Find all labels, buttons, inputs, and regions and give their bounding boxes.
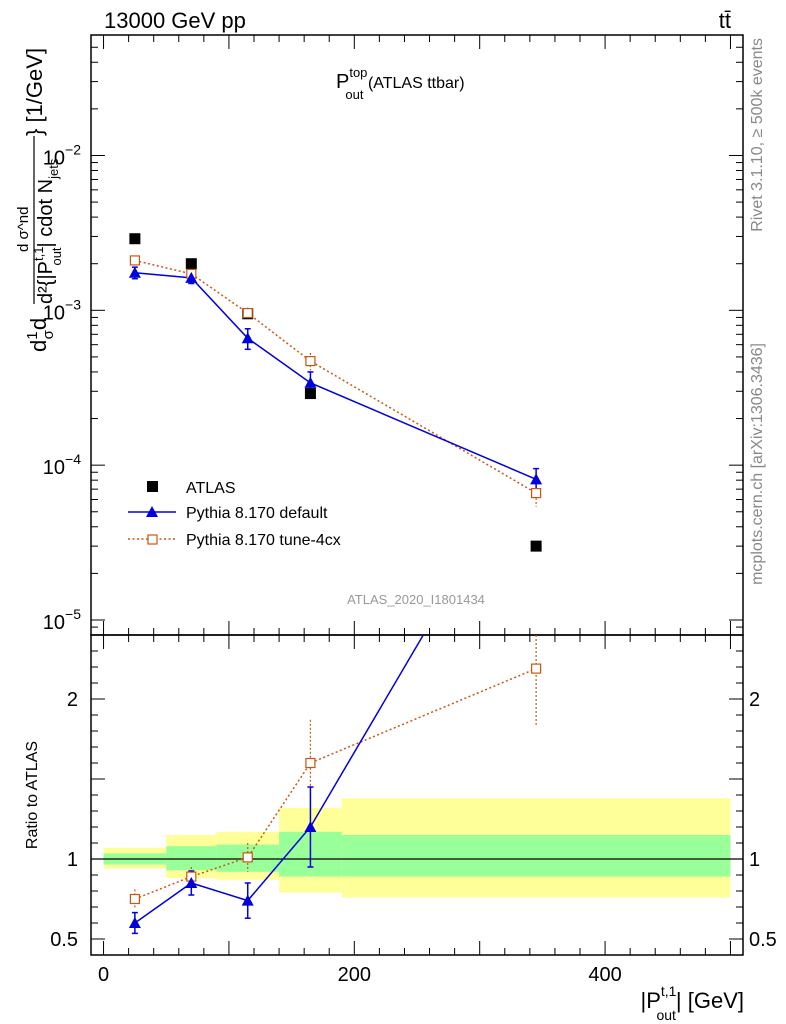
main-ytick-label: 10−4	[43, 451, 81, 479]
ratio-data-layer	[128, 635, 542, 935]
ratio-ytick-label-right: 1	[749, 849, 760, 871]
analysis-id: ATLAS_2020_I1801434	[347, 592, 485, 607]
legend-default-label: Pythia 8.170 default	[186, 505, 328, 522]
ratio-tune-point	[305, 757, 316, 769]
ratio-ytick-label: 2	[67, 689, 78, 711]
ratio-tune-line	[134, 667, 537, 900]
legend: ATLAS Pythia 8.170 default Pythia 8.170 …	[128, 480, 341, 549]
x-tick-label: 200	[338, 964, 371, 986]
legend-atlas-label: ATLAS	[186, 480, 236, 497]
svg-text:d σ^nd: d σ^nd	[15, 207, 32, 253]
ratio-ylabel: Ratio to ATLAS	[24, 741, 41, 849]
band-inner-4	[341, 835, 731, 877]
svg-text:d1σd: d1σd	[24, 318, 57, 352]
tune-point	[531, 487, 542, 499]
main-ylabel: d1σd d²{|Pt,1 out| cdot Njets d σ^nd } [1…	[15, 48, 64, 352]
rivet-label: Rivet 3.1.10, ≥ 500k events	[749, 38, 766, 232]
plot-title: Ptop out (ATLAS ttbar)	[336, 65, 465, 102]
band-inner-1	[166, 846, 217, 871]
default-point	[530, 473, 543, 485]
ratio-ytick-label-right: 2	[749, 689, 760, 711]
atlas-point	[530, 540, 542, 552]
ratio-ytick-label: 1	[67, 849, 78, 871]
ratio-default-point	[185, 877, 198, 888]
legend-atlas-marker	[147, 481, 158, 492]
ratio-panel: 0 200 400 0.5 0.5 1 1 2 2	[50, 634, 777, 986]
main-ytick-label: 10−3	[43, 296, 81, 324]
ratio-tune-point	[242, 852, 253, 863]
main-ytick-label: 10−5	[43, 606, 81, 634]
x-tick-label: 0	[98, 964, 109, 986]
ratio-clipped-data	[128, 635, 542, 935]
ratio-default-point	[304, 821, 317, 832]
main-ytick-label: 10−2	[43, 141, 81, 169]
default-point	[304, 376, 317, 388]
ratio-tune-point	[531, 663, 542, 674]
ratio-default-point	[241, 894, 254, 906]
legend-tune-label: Pythia 8.170 tune-4cx	[186, 532, 341, 549]
tune-point	[129, 255, 140, 266]
legend-default-marker	[146, 506, 158, 517]
default-point	[241, 332, 254, 344]
atlas-point	[304, 388, 316, 400]
tune-point	[242, 307, 253, 319]
tune-point	[305, 355, 316, 367]
x-axis-label: |Pt,1 out| [GeV]	[640, 983, 744, 1023]
ratio-ytick-label: 0.5	[50, 929, 78, 951]
process-label: tt̄	[719, 8, 731, 33]
legend-tune-marker	[147, 534, 158, 545]
ratio-default-point	[128, 917, 141, 928]
svg-text:} [1/GeV]: } [1/GeV]	[22, 48, 47, 136]
atlas-point	[129, 233, 141, 245]
default-point	[185, 271, 198, 283]
default-point	[128, 266, 141, 278]
energy-label: 13000 GeV pp	[104, 8, 246, 33]
atlas-point	[185, 258, 197, 270]
ratio-tune-point	[129, 893, 140, 905]
ratio-ytick-label-right: 0.5	[749, 929, 777, 951]
main-data-layer	[128, 233, 543, 552]
x-tick-label: 400	[588, 964, 621, 986]
mcplots-label: mcplots.cern.ch [arXiv:1306.3436]	[749, 343, 766, 585]
